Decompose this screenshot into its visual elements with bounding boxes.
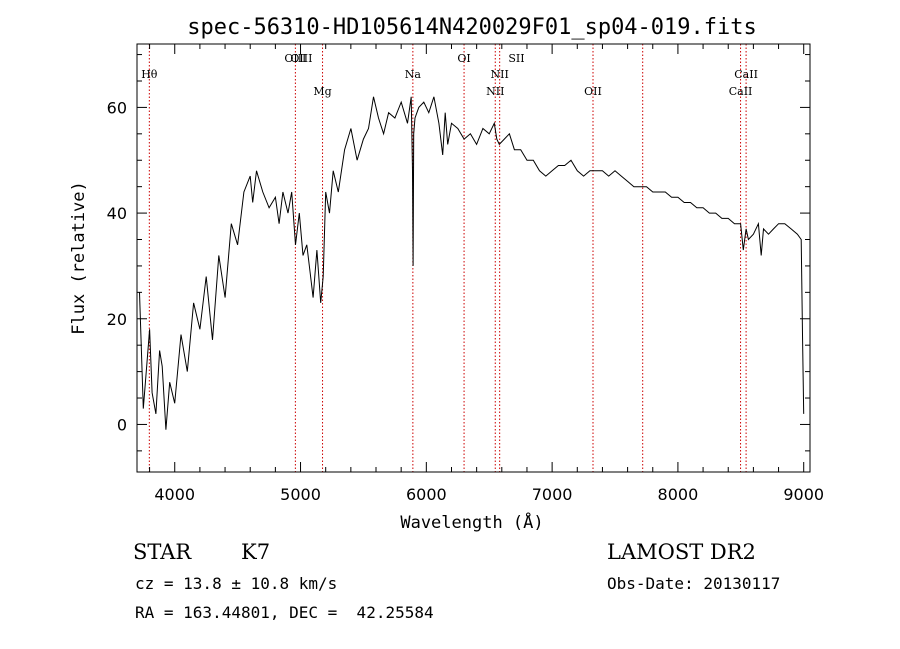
- plot-frame: [136, 43, 811, 473]
- x-axis-ticks: 4000 5000 6000 7000 8000 9000: [149, 44, 824, 504]
- x-tick-label: 4000: [154, 485, 195, 504]
- chart-title: spec-56310-HD105614N420029F01_sp04-019.f…: [187, 15, 757, 40]
- line-label: OIII: [284, 52, 306, 65]
- line-label: SII: [508, 52, 524, 65]
- y-axis-label: Flux (relative): [69, 181, 89, 335]
- x-tick-label: 6000: [406, 485, 447, 504]
- x-tick-label: 7000: [532, 485, 573, 504]
- line-label: Hθ: [141, 68, 158, 81]
- y-tick-label: 0: [117, 415, 127, 434]
- spectrum-line: [139, 96, 805, 430]
- object-class: STAR: [133, 540, 192, 564]
- line-label: NII: [486, 85, 504, 98]
- y-tick-label: 20: [107, 310, 127, 329]
- y-tick-label: 60: [107, 98, 127, 117]
- x-axis-label: Wavelength (Å): [400, 511, 543, 533]
- object-subclass: K7: [241, 540, 271, 564]
- redshift-cz: cz = 13.8 ± 10.8 km/s: [135, 574, 338, 593]
- line-label: NII: [491, 68, 509, 81]
- line-label: OIII: [290, 52, 312, 65]
- survey-name: LAMOST DR2: [607, 540, 756, 564]
- x-tick-label: 8000: [658, 485, 699, 504]
- y-axis-ticks: 0 20 40 60: [107, 54, 810, 452]
- line-label: OII: [584, 85, 602, 98]
- line-label: CaII: [729, 85, 753, 98]
- y-tick-label: 40: [107, 204, 127, 223]
- line-label: OI: [457, 52, 470, 65]
- x-tick-label: 5000: [280, 485, 321, 504]
- emission-line-markers: [148, 44, 747, 472]
- x-tick-label: 9000: [783, 485, 824, 504]
- line-label: Mg: [313, 85, 331, 98]
- coordinates: RA = 163.44801, DEC = 42.25584: [135, 603, 434, 622]
- observation-date: Obs-Date: 20130117: [607, 574, 781, 593]
- line-label: CaII: [734, 68, 758, 81]
- line-label: Na: [405, 68, 422, 81]
